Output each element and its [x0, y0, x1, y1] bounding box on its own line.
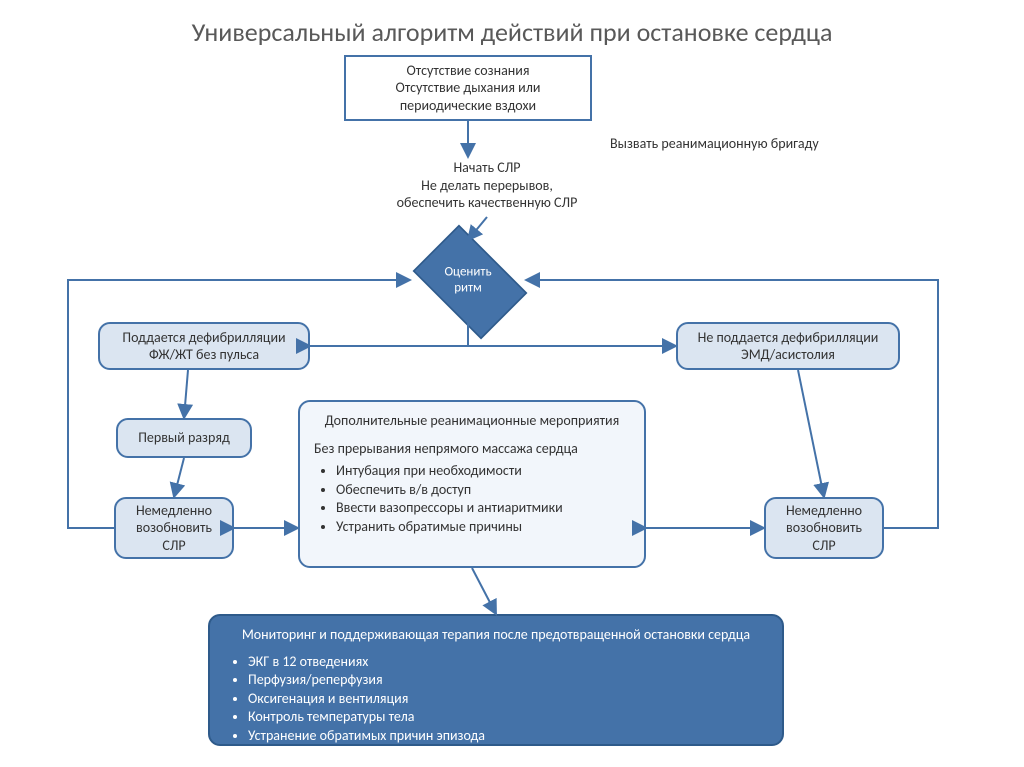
node-first-shock: Первый разряд — [116, 418, 252, 458]
node-additional-measures: Дополнительные реанимационные мероприяти… — [298, 400, 646, 568]
center-heading: Дополнительные реанимационные мероприяти… — [314, 412, 630, 430]
bottom-bullets: ЭКГ в 12 отведенияхПерфузия/реперфузияОк… — [226, 652, 766, 746]
node-start-cpr: Начать СЛРНе делать перерывов,обеспечить… — [374, 159, 600, 212]
decision-assess-rhythm: Оценитьритм — [408, 240, 528, 320]
node-non-shockable: Не поддается дефибрилляцииЭМД/асистолия — [676, 322, 900, 370]
side-text-call-team: Вызвать реанимационную бригаду — [610, 135, 890, 153]
node-post-care: Мониторинг и поддерживающая терапия посл… — [208, 614, 784, 746]
node-shockable: Поддается дефибрилляцииФЖ/ЖТ без пульса — [98, 322, 310, 370]
page-title: Универсальный алгоритм действий при оста… — [0, 16, 1024, 48]
center-bullets: Интубация при необходимостиОбеспечить в/… — [314, 461, 630, 536]
bottom-heading: Мониторинг и поддерживающая терапия посл… — [226, 626, 766, 644]
diamond-label: Оценитьритм — [444, 264, 491, 295]
node-resume-cpr-right: НемедленновозобновитьСЛР — [764, 497, 884, 559]
node-resume-cpr-left: НемедленновозобновитьСЛР — [114, 497, 234, 559]
center-subheading: Без прерывания непрямого массажа сердца — [314, 440, 630, 458]
node-absence-consciousness: Отсутствие сознанияОтсутствие дыхания ил… — [344, 55, 592, 121]
